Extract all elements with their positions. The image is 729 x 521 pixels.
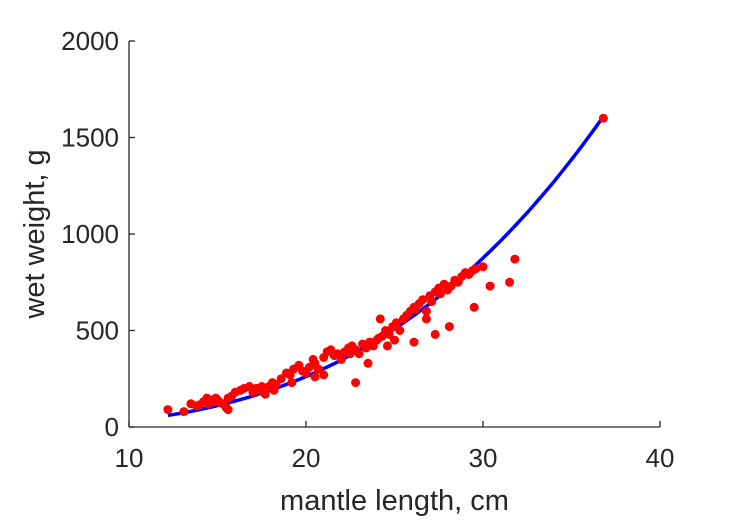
data-point	[375, 314, 385, 324]
y-axis-label: wet weight, g	[19, 149, 51, 319]
data-points-layer	[163, 113, 608, 417]
data-point	[469, 302, 479, 312]
y-tick-label: 1500	[61, 123, 119, 153]
data-point	[345, 349, 355, 359]
data-point	[382, 341, 392, 351]
data-point	[336, 354, 346, 364]
axes: 10 20 30 40 0 500 1000 1500 2000	[61, 26, 674, 473]
x-tick-label: 40	[646, 443, 675, 473]
data-point	[223, 405, 233, 415]
fit-curve-layer	[167, 115, 605, 418]
y-tick-label: 1000	[61, 219, 119, 249]
x-tick-label: 10	[115, 443, 144, 473]
data-point	[444, 322, 454, 332]
data-point	[257, 382, 267, 391]
y-tick-label: 0	[105, 412, 119, 442]
fit-curve	[167, 115, 605, 418]
data-point	[391, 318, 401, 328]
data-point	[313, 364, 323, 374]
data-point	[179, 407, 189, 417]
data-point	[505, 277, 515, 287]
data-point	[421, 306, 431, 316]
data-point	[163, 405, 173, 415]
data-point	[485, 281, 495, 291]
data-point	[436, 289, 445, 299]
y-tick-label: 2000	[61, 26, 119, 56]
data-point	[430, 329, 440, 339]
x-tick-label: 20	[292, 443, 321, 473]
data-point	[421, 314, 431, 324]
data-point	[310, 372, 320, 382]
data-point	[471, 264, 481, 274]
data-point	[363, 358, 373, 368]
y-tick-label: 500	[76, 316, 119, 346]
x-tick-label: 30	[469, 443, 498, 473]
data-point	[276, 374, 286, 384]
data-point	[384, 329, 394, 339]
data-point	[319, 370, 329, 380]
data-point	[418, 295, 428, 305]
data-point	[598, 113, 608, 123]
data-point	[478, 262, 488, 272]
data-point	[260, 389, 270, 399]
data-point	[390, 335, 399, 345]
data-point	[510, 254, 520, 264]
data-point	[287, 378, 297, 388]
data-point	[395, 326, 405, 335]
data-point	[351, 378, 361, 388]
data-point	[427, 297, 437, 307]
data-point	[269, 385, 279, 395]
data-point	[354, 349, 364, 359]
data-point	[409, 337, 419, 347]
x-axis-label: mantle length, cm	[280, 485, 509, 517]
